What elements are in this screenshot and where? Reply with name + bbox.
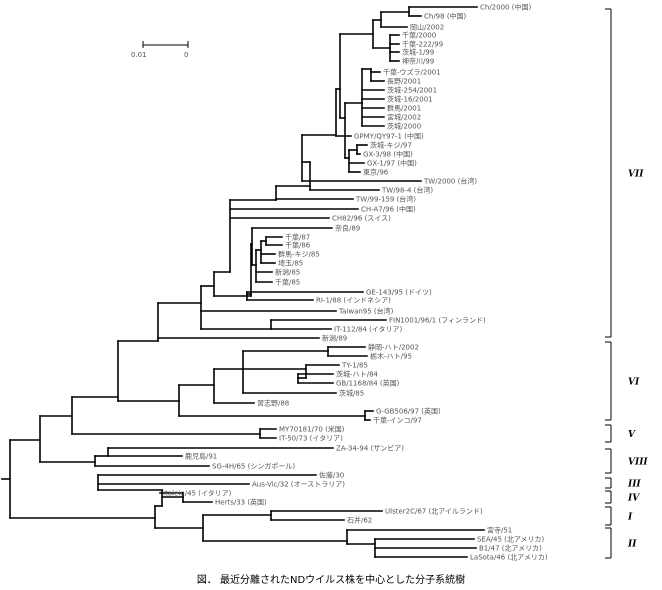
- clade-label: VI: [628, 378, 640, 388]
- leaf-label: 千葉/86: [285, 241, 311, 250]
- leaf-label: 茨城-キジ/97: [370, 141, 412, 150]
- leaf-labels: Ch/2000 (中国) Ch/98 (中国) 岡山/2002千葉/2000千葉-2…: [163, 3, 548, 562]
- leaf-label: 静岡-ハト/2002: [368, 343, 419, 352]
- clade-label: V: [628, 430, 636, 440]
- clade-label: II: [627, 540, 637, 550]
- leaf-label: RI-1/88 (インドネシア): [316, 297, 391, 305]
- leaf-label: 埼玉/85: [278, 259, 303, 268]
- leaf-label: TY-1/85: [341, 362, 368, 370]
- leaf-label: 宮城/2002: [387, 113, 421, 122]
- clade-group: VI: [605, 341, 640, 421]
- scale-bar-label-right: 0: [184, 51, 188, 59]
- clade-label: I: [627, 513, 633, 523]
- leaf-label: GE-143/95 (ドイツ): [366, 289, 432, 297]
- leaf-label: 新潟/85: [275, 268, 300, 277]
- leaf-label: 長野/2001: [387, 78, 421, 86]
- leaf-label: FIN1001/96/1 (フィンランド): [389, 317, 486, 325]
- leaf-label: 習志野/88: [257, 399, 289, 408]
- leaf-label: 栃木-ハト/95: [370, 352, 412, 361]
- leaf-label: 茨城/2000: [387, 122, 421, 131]
- leaf-label: MY70181/70 (米国): [279, 425, 345, 434]
- leaf-label: 神奈川/99: [402, 57, 434, 66]
- leaf-label: Ulster2C/67 (北アイルランド): [385, 508, 483, 516]
- clade-label: III: [627, 480, 641, 490]
- leaf-label: 宮寺/51: [487, 526, 512, 535]
- leaf-label: 千葉/2000: [402, 31, 436, 40]
- leaf-label: TW/98-4 (台湾): [381, 186, 433, 195]
- leaf-label: 群馬-キジ/85: [278, 250, 320, 259]
- leaf-label: 東京/96: [363, 168, 389, 177]
- clade-group: III: [605, 477, 641, 490]
- clade-group: V: [605, 424, 636, 443]
- leaf-label: TW/99-159 (台湾): [355, 195, 416, 204]
- leaf-label: G-GB506/97 (英国): [376, 407, 441, 416]
- leaf-label: Herts/33 (英国): [215, 498, 267, 507]
- leaf-label: ZA-34-94 (ザンビア): [336, 444, 404, 453]
- clade-label: IV: [627, 494, 640, 504]
- leaf-label: GB/1168/84 (英国): [336, 379, 400, 388]
- leaf-label: IT-50/73 (イタリア): [279, 434, 343, 443]
- leaf-label: GX-1/97 (中国): [367, 159, 417, 168]
- leaf-label: 奈良/89: [335, 224, 360, 233]
- clade-label: VII: [628, 170, 644, 180]
- scale-bar: 0.01 0: [131, 41, 189, 59]
- leaf-label: 千葉-ウズラ/2001: [383, 68, 441, 77]
- scale-bar-label-left: 0.01: [131, 51, 147, 59]
- leaf-label: 新潟/89: [322, 334, 347, 343]
- leaf-label: Ch/2000 (中国): [480, 3, 531, 12]
- leaf-label: 茨城-254/2001: [387, 86, 437, 95]
- leaf-label: GPMY/QY97-1 (中国): [354, 132, 424, 141]
- leaf-label: LaSota/46 (北アメリカ): [470, 554, 548, 562]
- leaf-label: CH82/96 (スイス): [332, 215, 391, 223]
- clade-group: IV: [605, 490, 640, 504]
- leaf-label: Aus-Vic/32 (オーストラリア): [252, 481, 345, 489]
- clade-group: II: [605, 527, 637, 559]
- leaf-label: Ch/98 (中国): [424, 12, 467, 21]
- leaf-label: Taiwan95 (台湾): [338, 307, 394, 316]
- leaf-label: 茨城-16/2001: [387, 95, 433, 104]
- clade-group: VIII: [605, 448, 648, 474]
- leaf-label: 岡山/2002: [410, 23, 444, 32]
- leaf-label: SG-4H/65 (シンガポール): [212, 462, 295, 471]
- leaf-label: 茨城-ハト/84: [336, 370, 379, 379]
- leaf-label: CH-A7/96 (中国): [361, 205, 416, 214]
- figure-caption: 図． 最近分離されたNDウイルス株を中心とした分子系統樹: [196, 575, 466, 586]
- leaf-label: 千葉-インコ/97: [373, 416, 422, 425]
- leaf-label: Italein/45 (イタリア): [163, 489, 232, 498]
- leaf-label: B1/47 (北アメリカ): [479, 545, 542, 553]
- clade-label: VIII: [628, 458, 648, 468]
- leaf-label: 佐藤/30: [319, 471, 344, 480]
- leaf-label: SEA/45 (北アメリカ): [477, 536, 545, 544]
- leaf-label: 千葉/85: [275, 278, 300, 287]
- clade-group: VII: [605, 8, 644, 338]
- clade-group: I: [605, 506, 633, 526]
- leaf-label: 鹿児島/91: [185, 452, 217, 461]
- leaf-label: GX-3/98 (中国): [363, 150, 413, 159]
- leaf-label: IT-112/84 (イタリア): [334, 325, 403, 334]
- tree-branches: [1, 6, 485, 558]
- leaf-label: 茨城-1/99: [402, 48, 434, 57]
- leaf-label: 石井/62: [347, 516, 372, 525]
- leaf-label: 千葉/87: [285, 233, 310, 242]
- leaf-label: 群馬/2001: [387, 104, 421, 113]
- leaf-label: TW/2000 (台湾): [423, 177, 477, 186]
- leaf-label: 茨城/85: [339, 389, 364, 398]
- leaf-label: 千葉-222/99: [402, 40, 443, 49]
